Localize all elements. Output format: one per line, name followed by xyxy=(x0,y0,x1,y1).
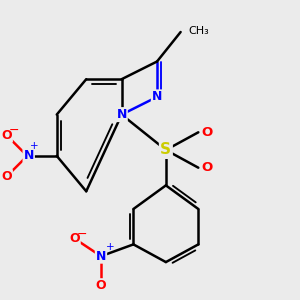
Text: −: − xyxy=(9,124,19,137)
Text: +: + xyxy=(30,141,39,151)
Text: O: O xyxy=(1,129,12,142)
Text: O: O xyxy=(96,279,106,292)
Text: O: O xyxy=(202,161,213,174)
Text: +: + xyxy=(106,242,114,252)
Text: N: N xyxy=(116,108,127,121)
Text: N: N xyxy=(23,149,34,162)
Text: N: N xyxy=(96,250,106,263)
Text: S: S xyxy=(160,142,171,158)
Text: O: O xyxy=(1,170,12,183)
Text: CH₃: CH₃ xyxy=(188,26,209,35)
Text: −: − xyxy=(76,228,87,241)
Text: O: O xyxy=(69,232,80,245)
Text: O: O xyxy=(202,126,213,139)
Text: N: N xyxy=(152,90,162,104)
